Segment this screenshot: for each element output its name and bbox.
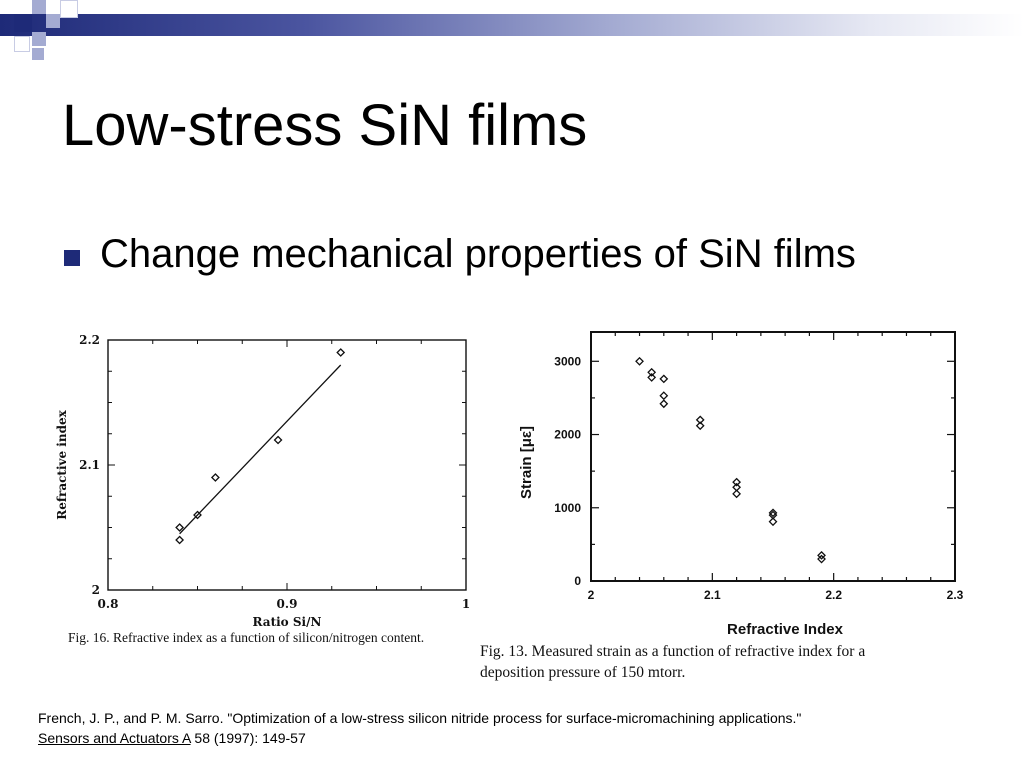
- chart1-data-point: [193, 510, 202, 520]
- chart2-x-tick-label: 2.2: [825, 588, 842, 602]
- chart1-x-tick-label: 0.8: [98, 597, 119, 611]
- chart2-y-tick-label: 0: [574, 574, 581, 588]
- decoration-square-6: [14, 36, 30, 52]
- reference-journal-link[interactable]: Sensors and Actuators A: [38, 730, 191, 746]
- chart2-y-tick-label: 3000: [554, 354, 581, 368]
- chart2-data-point: [817, 554, 826, 564]
- chart2-data-point: [732, 477, 742, 487]
- chart1-data-point: [273, 435, 283, 445]
- chart2-data-point: [768, 508, 778, 518]
- chart2-data-point: [659, 374, 669, 384]
- chart1-data-point: [175, 535, 185, 545]
- chart1-y-tick-label: 2: [92, 583, 100, 597]
- chart1-y-tick-label: 2.1: [79, 458, 100, 472]
- decoration-square-5: [60, 0, 78, 18]
- chart1-data-point: [210, 473, 220, 482]
- chart2-data-point: [695, 415, 705, 425]
- chart1-x-tick-label: 1: [462, 597, 470, 611]
- chart1-y-axis-label: Refractive index: [55, 409, 69, 519]
- chart1-x-tick-label: 0.9: [277, 597, 298, 611]
- reference-line-2: Sensors and Actuators A 58 (1997): 149-5…: [38, 728, 801, 748]
- chart1-caption: Fig. 16. Refractive index as a function …: [68, 630, 424, 645]
- chart2-x-tick-label: 2: [588, 588, 595, 602]
- chart2-data-point: [635, 356, 644, 366]
- chart2-data-point: [768, 517, 778, 527]
- decoration-square-4: [32, 32, 46, 46]
- chart2-caption-line-1: deposition pressure of 150 mtorr.: [480, 664, 685, 681]
- chart2-data-point: [659, 391, 669, 401]
- chart2-data-point: [732, 489, 742, 499]
- chart2-y-tick-label: 1000: [554, 501, 581, 515]
- decoration-square-2: [32, 0, 46, 14]
- chart2-x-axis-label: Refractive Index: [727, 621, 844, 638]
- reference-citation: French, J. P., and P. M. Sarro. "Optimiz…: [38, 708, 801, 748]
- chart2-data-point: [647, 367, 657, 377]
- bullet-text: Change mechanical properties of SiN film…: [100, 232, 856, 276]
- decoration-square-1: [14, 14, 32, 32]
- chart2-plot-frame: [590, 331, 956, 582]
- bullet-square-icon: [64, 250, 80, 266]
- chart2-y-tick-label: 2000: [554, 428, 581, 442]
- title-decoration-bar: [0, 14, 1024, 36]
- chart1-data-point: [336, 348, 346, 357]
- chart1-data-point: [175, 523, 185, 532]
- chart2-caption-line-0: Fig. 13. Measured strain as a function o…: [480, 643, 865, 660]
- chart2-y-axis-label: Strain [με]: [518, 426, 535, 499]
- chart2-data-point: [817, 550, 826, 560]
- chart2-x-tick-label: 2.3: [947, 588, 964, 602]
- slide-title: Low-stress SiN films: [62, 93, 588, 158]
- chart1-y-tick-label: 2.2: [79, 333, 100, 347]
- decoration-square-3: [46, 14, 60, 28]
- chart2-data-point: [647, 372, 657, 382]
- reference-volume-pages: 58 (1997): 149-57: [190, 730, 306, 746]
- chart1-fit-line: [179, 364, 342, 535]
- chart2-x-tick-label: 2.1: [704, 588, 721, 602]
- chart2-data-point: [659, 399, 669, 409]
- decoration-square-7: [32, 48, 44, 60]
- chart2-data-point: [695, 421, 705, 431]
- reference-line-1: French, J. P., and P. M. Sarro. "Optimiz…: [38, 710, 802, 726]
- chart1-x-axis-label: Ratio Si/N: [253, 615, 322, 629]
